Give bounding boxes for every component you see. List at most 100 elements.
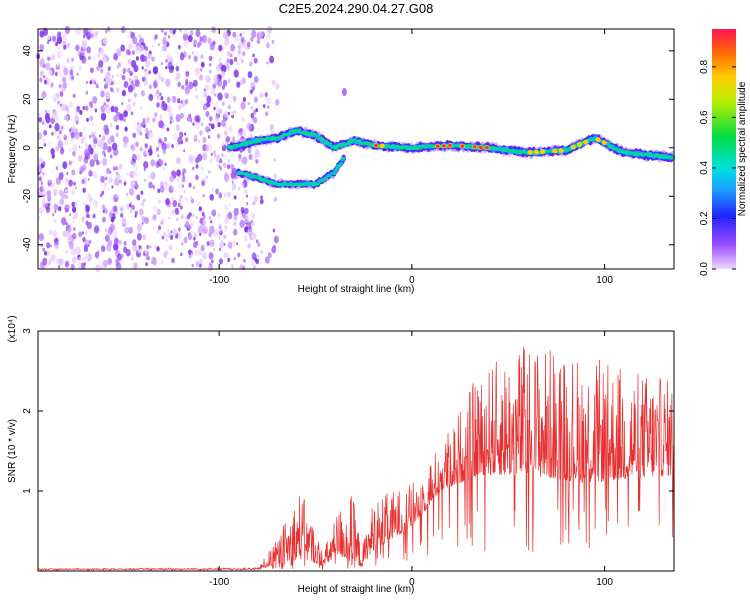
- noise-speck: [119, 179, 122, 184]
- noise-speck: [105, 176, 108, 181]
- noise-speck: [177, 136, 183, 145]
- noise-speck: [157, 199, 161, 204]
- noise-speck: [233, 228, 238, 236]
- ridge-blob: [661, 154, 666, 156]
- noise-speck: [100, 112, 107, 121]
- noise-speck: [41, 56, 44, 60]
- ridge-blob: [269, 180, 275, 182]
- snr-series-layer: [37, 346, 675, 573]
- noise-speck: [92, 96, 98, 104]
- noise-speck: [217, 79, 223, 88]
- noise-speck: [115, 172, 121, 181]
- noise-speck: [64, 194, 69, 200]
- noise-speck: [231, 180, 234, 184]
- noise-speck: [99, 161, 102, 165]
- noise-speck: [90, 33, 94, 39]
- noise-speck: [244, 189, 248, 194]
- ridge-blob: [300, 182, 306, 184]
- ridge-blob: [259, 179, 264, 182]
- noise-speck: [58, 189, 63, 196]
- noise-speck: [117, 253, 122, 261]
- ridge-blob: [322, 140, 327, 143]
- noise-speck: [192, 79, 198, 88]
- noise-speck: [89, 100, 94, 108]
- noise-speck: [199, 36, 203, 42]
- noise-speck: [89, 80, 93, 85]
- noise-speck: [209, 116, 213, 122]
- noise-speck: [89, 147, 94, 155]
- noise-speck: [132, 239, 137, 246]
- noise-speck: [82, 256, 86, 262]
- noise-speck: [68, 101, 73, 108]
- noise-speck: [42, 194, 46, 198]
- noise-speck: [214, 93, 217, 97]
- ridge-blob: [418, 148, 423, 150]
- noise-speck: [218, 213, 221, 217]
- noise-speck: [101, 192, 104, 196]
- noise-speck: [270, 124, 275, 130]
- noise-speck: [76, 105, 81, 112]
- noise-speck: [145, 46, 149, 52]
- noise-speck: [98, 153, 100, 156]
- noise-speck: [139, 106, 143, 110]
- noise-speck: [78, 238, 81, 242]
- noise-speck: [59, 172, 64, 179]
- ridge-blob: [308, 132, 314, 135]
- ridge-blob: [632, 153, 638, 157]
- snr-xlabel: Height of straight line (km): [298, 584, 415, 595]
- noise-speck: [121, 74, 126, 81]
- noise-speck: [120, 44, 126, 52]
- noise-speck: [240, 101, 246, 110]
- noise-speck: [53, 188, 58, 195]
- noise-speck: [154, 34, 158, 40]
- noise-speck: [135, 45, 141, 54]
- noise-speck: [138, 245, 141, 250]
- spectrogram-xlabel: Height of straight line (km): [298, 284, 415, 295]
- noise-speck: [202, 252, 208, 260]
- noise-speck: [94, 108, 98, 113]
- noise-speck: [132, 169, 138, 178]
- noise-speck: [191, 263, 194, 268]
- noise-speck: [165, 239, 168, 242]
- ridge-blob: [319, 137, 325, 140]
- noise-speck: [116, 87, 120, 93]
- noise-speck: [209, 239, 215, 248]
- noise-speck: [181, 184, 184, 188]
- noise-speck: [184, 98, 189, 105]
- noise-speck: [142, 234, 147, 241]
- noise-speck: [73, 181, 76, 186]
- y-tick-label: 0: [22, 145, 33, 151]
- noise-speck: [58, 258, 64, 266]
- noise-speck: [195, 122, 201, 130]
- noise-speck: [59, 147, 65, 155]
- noise-speck: [230, 264, 234, 269]
- noise-speck: [188, 54, 191, 60]
- noise-speck: [60, 103, 66, 112]
- noise-speck: [237, 252, 241, 258]
- snr-series-line: [37, 346, 675, 573]
- noise-speck: [239, 219, 245, 228]
- noise-speck: [71, 75, 74, 80]
- colorbar-tick-label: 0.4: [699, 161, 710, 175]
- noise-speck: [140, 190, 144, 195]
- noise-speck: [237, 45, 241, 50]
- noise-speck: [132, 101, 136, 107]
- noise-speck: [41, 197, 46, 203]
- noise-speck: [245, 201, 249, 206]
- noise-speck: [72, 150, 76, 157]
- noise-speck: [273, 196, 278, 202]
- snr-ylabel: SNR (10 * v/v): [7, 419, 18, 483]
- noise-speck: [256, 39, 261, 45]
- noise-speck: [204, 83, 210, 92]
- noise-speck: [181, 141, 184, 144]
- noise-speck: [119, 73, 123, 78]
- noise-speck: [85, 90, 89, 95]
- noise-speck: [192, 166, 195, 171]
- noise-speck: [139, 84, 142, 88]
- noise-speck: [72, 216, 75, 220]
- noise-speck: [62, 81, 67, 89]
- noise-speck: [144, 216, 149, 224]
- noise-speck: [195, 117, 199, 123]
- noise-speck: [209, 193, 214, 201]
- noise-speck: [79, 170, 82, 175]
